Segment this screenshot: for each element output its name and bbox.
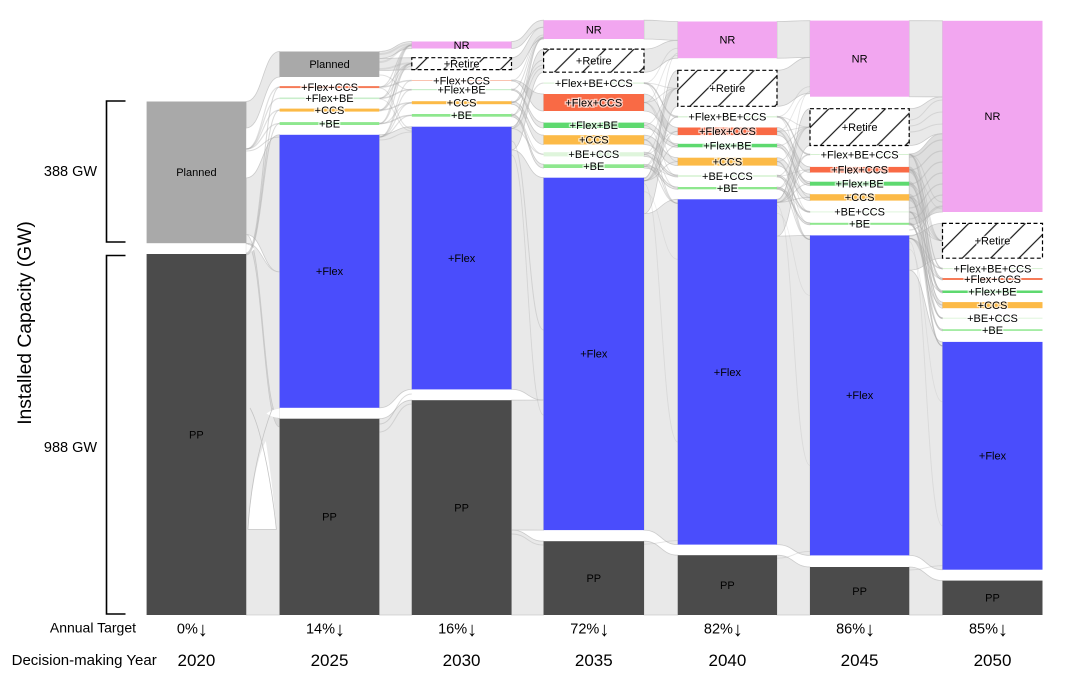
svg-text:PP: PP bbox=[720, 580, 735, 592]
svg-text:2045: 2045 bbox=[841, 651, 879, 670]
svg-text:NR: NR bbox=[586, 24, 602, 36]
svg-text:PP: PP bbox=[189, 429, 204, 441]
svg-text:+Flex+CCS: +Flex+CCS bbox=[699, 126, 756, 138]
svg-text:+BE: +BE bbox=[319, 118, 340, 130]
svg-text:Planned: Planned bbox=[309, 59, 349, 71]
svg-text:+Flex: +Flex bbox=[714, 367, 742, 379]
svg-text:PP: PP bbox=[852, 586, 867, 598]
svg-text:+Retire: +Retire bbox=[975, 236, 1011, 248]
svg-text:86%↓: 86%↓ bbox=[836, 619, 875, 641]
svg-text:+CCS: +CCS bbox=[447, 98, 477, 110]
svg-text:16%↓: 16%↓ bbox=[438, 619, 477, 641]
svg-text:+Flex+BE: +Flex+BE bbox=[968, 287, 1016, 299]
svg-text:+Retire: +Retire bbox=[842, 122, 878, 134]
svg-text:+Flex+BE: +Flex+BE bbox=[437, 84, 485, 96]
svg-text:NR: NR bbox=[719, 35, 735, 47]
svg-text:NR: NR bbox=[454, 40, 470, 52]
svg-text:+BE+CCS: +BE+CCS bbox=[967, 313, 1018, 325]
svg-text:+Flex: +Flex bbox=[580, 349, 608, 361]
svg-text:Annual Target: Annual Target bbox=[50, 620, 136, 636]
svg-text:+Flex+BE+CCS: +Flex+BE+CCS bbox=[555, 78, 633, 90]
svg-text:PP: PP bbox=[454, 502, 469, 514]
svg-text:+BE: +BE bbox=[717, 183, 738, 195]
svg-text:+Flex+CCS: +Flex+CCS bbox=[433, 75, 490, 87]
svg-text:+Flex+BE: +Flex+BE bbox=[835, 179, 883, 191]
svg-text:+BE: +BE bbox=[583, 161, 604, 173]
svg-text:+Flex: +Flex bbox=[846, 390, 874, 402]
svg-text:+Retire: +Retire bbox=[710, 83, 746, 95]
svg-text:PP: PP bbox=[985, 593, 1000, 605]
svg-text:Decision-making Year: Decision-making Year bbox=[12, 652, 157, 669]
svg-text:+BE+CCS: +BE+CCS bbox=[568, 149, 619, 161]
svg-text:+CCS: +CCS bbox=[978, 300, 1008, 312]
svg-text:2030: 2030 bbox=[443, 651, 481, 670]
svg-text:+CCS: +CCS bbox=[845, 192, 875, 204]
svg-text:72%↓: 72%↓ bbox=[570, 619, 609, 641]
svg-text:NR: NR bbox=[985, 111, 1001, 123]
svg-text:2020: 2020 bbox=[177, 651, 215, 670]
svg-text:+Flex+BE+CCS: +Flex+BE+CCS bbox=[954, 263, 1032, 275]
svg-text:+Flex+BE: +Flex+BE bbox=[305, 93, 353, 105]
svg-text:988 GW: 988 GW bbox=[44, 440, 97, 456]
svg-text:+CCS: +CCS bbox=[713, 156, 743, 168]
svg-text:85%↓: 85%↓ bbox=[969, 619, 1008, 641]
svg-text:PP: PP bbox=[586, 573, 601, 585]
svg-text:+Flex+BE: +Flex+BE bbox=[570, 120, 618, 132]
svg-text:+BE: +BE bbox=[849, 219, 870, 231]
svg-text:Installed Capacity (GW): Installed Capacity (GW) bbox=[15, 221, 36, 425]
svg-text:2050: 2050 bbox=[974, 651, 1012, 670]
svg-text:2035: 2035 bbox=[575, 651, 613, 670]
svg-text:+Flex+CCS: +Flex+CCS bbox=[565, 97, 622, 109]
svg-text:+Flex+CCS: +Flex+CCS bbox=[964, 274, 1021, 286]
svg-text:14%↓: 14%↓ bbox=[306, 619, 345, 641]
svg-text:+Flex+CCS: +Flex+CCS bbox=[301, 82, 358, 94]
svg-text:+Flex: +Flex bbox=[979, 451, 1007, 463]
svg-text:+Flex+CCS: +Flex+CCS bbox=[831, 165, 888, 177]
svg-text:PP: PP bbox=[322, 512, 337, 524]
svg-text:NR: NR bbox=[852, 54, 868, 66]
svg-text:2040: 2040 bbox=[708, 651, 746, 670]
svg-text:+Retire: +Retire bbox=[576, 56, 612, 68]
svg-text:+Flex+BE+CCS: +Flex+BE+CCS bbox=[821, 149, 899, 161]
svg-text:+BE+CCS: +BE+CCS bbox=[702, 171, 753, 183]
svg-text:+Flex: +Flex bbox=[316, 266, 344, 278]
svg-text:82%↓: 82%↓ bbox=[704, 619, 743, 641]
svg-text:Planned: Planned bbox=[176, 167, 216, 179]
svg-text:+CCS: +CCS bbox=[315, 105, 345, 117]
svg-text:+BE+CCS: +BE+CCS bbox=[834, 207, 885, 219]
svg-text:+Flex+BE+CCS: +Flex+BE+CCS bbox=[688, 112, 766, 124]
svg-text:+CCS: +CCS bbox=[579, 135, 609, 147]
svg-text:0%↓: 0%↓ bbox=[177, 619, 208, 641]
svg-text:+Flex+BE: +Flex+BE bbox=[703, 140, 751, 152]
svg-text:2025: 2025 bbox=[311, 651, 349, 670]
svg-text:+Retire: +Retire bbox=[444, 59, 480, 71]
svg-text:+BE: +BE bbox=[982, 325, 1003, 337]
svg-text:+BE: +BE bbox=[451, 110, 472, 122]
svg-text:+Flex: +Flex bbox=[448, 253, 476, 265]
svg-text:388 GW: 388 GW bbox=[44, 164, 97, 180]
